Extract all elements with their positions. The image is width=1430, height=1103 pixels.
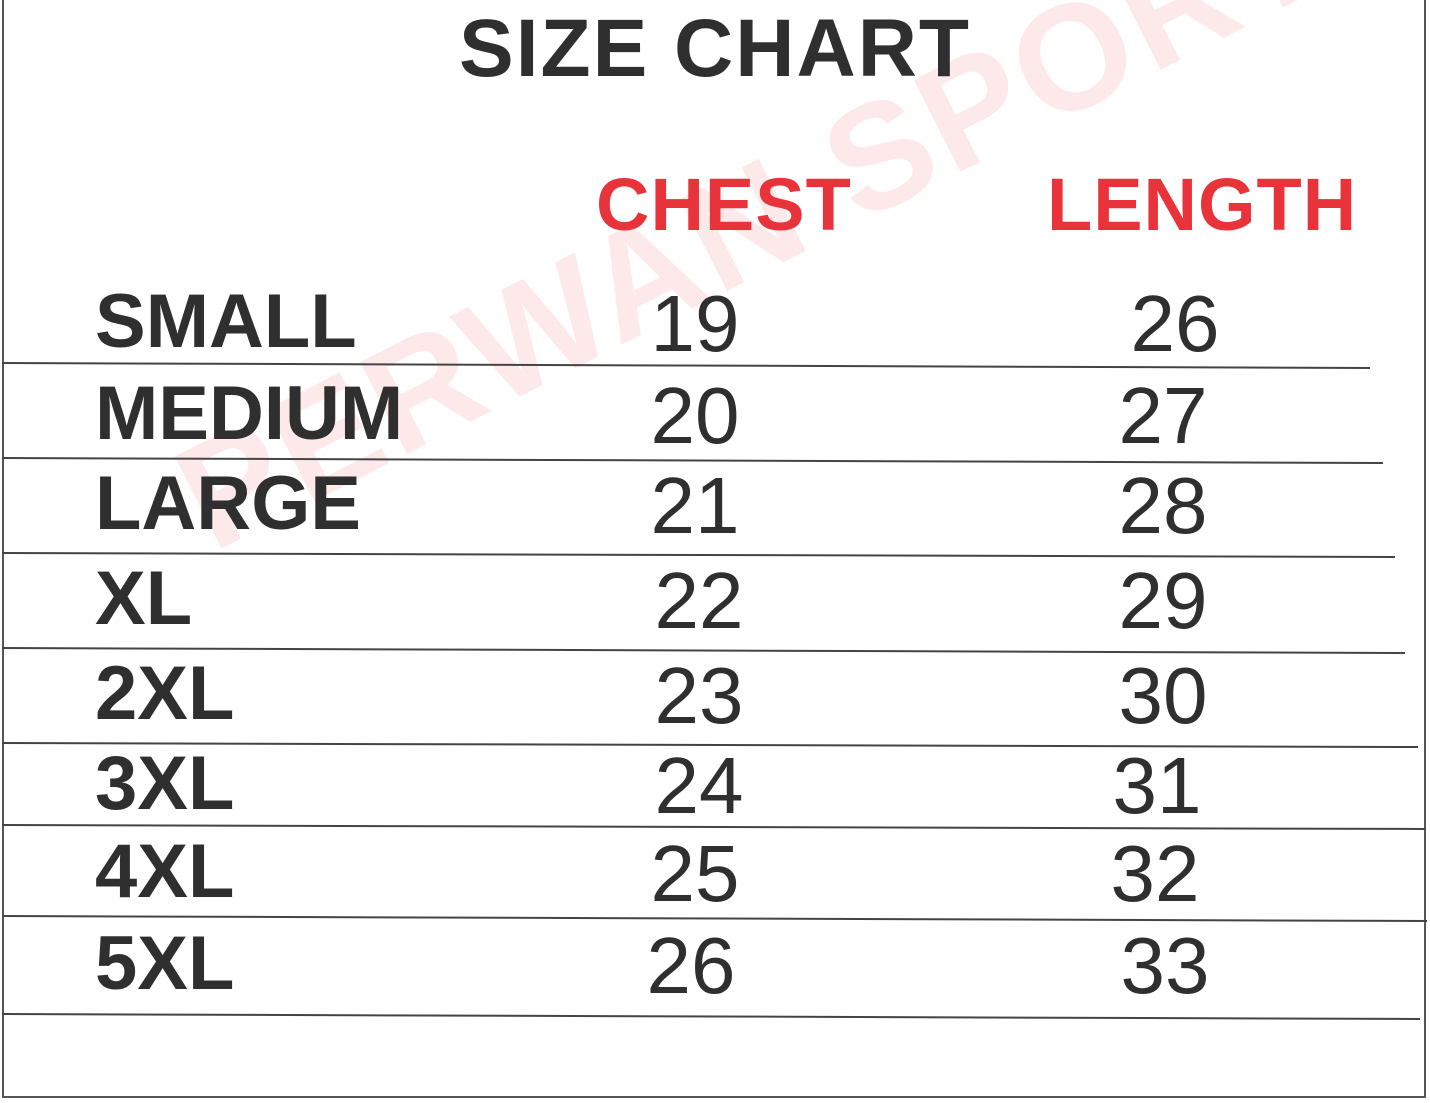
chest-value: 21 [650,461,740,550]
table-row: 3XL 24 31 [0,740,1430,830]
length-value: 30 [1118,651,1208,740]
length-value: 27 [1118,371,1208,460]
length-value: 31 [1112,741,1202,830]
chest-value: 23 [654,651,744,740]
table-row: SMALL 19 26 [0,278,1430,368]
chest-value: 19 [650,279,740,368]
size-label: LARGE [95,461,361,546]
table-row: 2XL 23 30 [0,650,1430,740]
size-label: 2XL [95,651,235,736]
length-value: 32 [1110,829,1200,918]
table-row: 5XL 26 33 [0,920,1430,1010]
table-row: 4XL 25 32 [0,828,1430,918]
length-value: 26 [1130,279,1220,368]
length-value: 29 [1118,556,1208,645]
chest-value: 25 [650,829,740,918]
size-label: MEDIUM [95,371,404,456]
size-label: 3XL [95,741,235,826]
table-row: MEDIUM 20 27 [0,370,1430,460]
column-header-length: LENGTH [1047,163,1358,246]
chest-value: 24 [654,741,744,830]
page-title: SIZE CHART [459,3,971,94]
chest-value: 26 [646,921,736,1010]
table-row: LARGE 21 28 [0,460,1430,550]
length-value: 33 [1120,921,1210,1010]
size-label: SMALL [95,279,357,364]
length-value: 28 [1118,461,1208,550]
table-row: XL 22 29 [0,555,1430,645]
size-label: 4XL [95,829,235,914]
chest-value: 22 [654,556,744,645]
chest-value: 20 [650,371,740,460]
column-header-chest: CHEST [596,163,852,246]
size-label: XL [95,556,193,641]
size-label: 5XL [95,921,235,1006]
